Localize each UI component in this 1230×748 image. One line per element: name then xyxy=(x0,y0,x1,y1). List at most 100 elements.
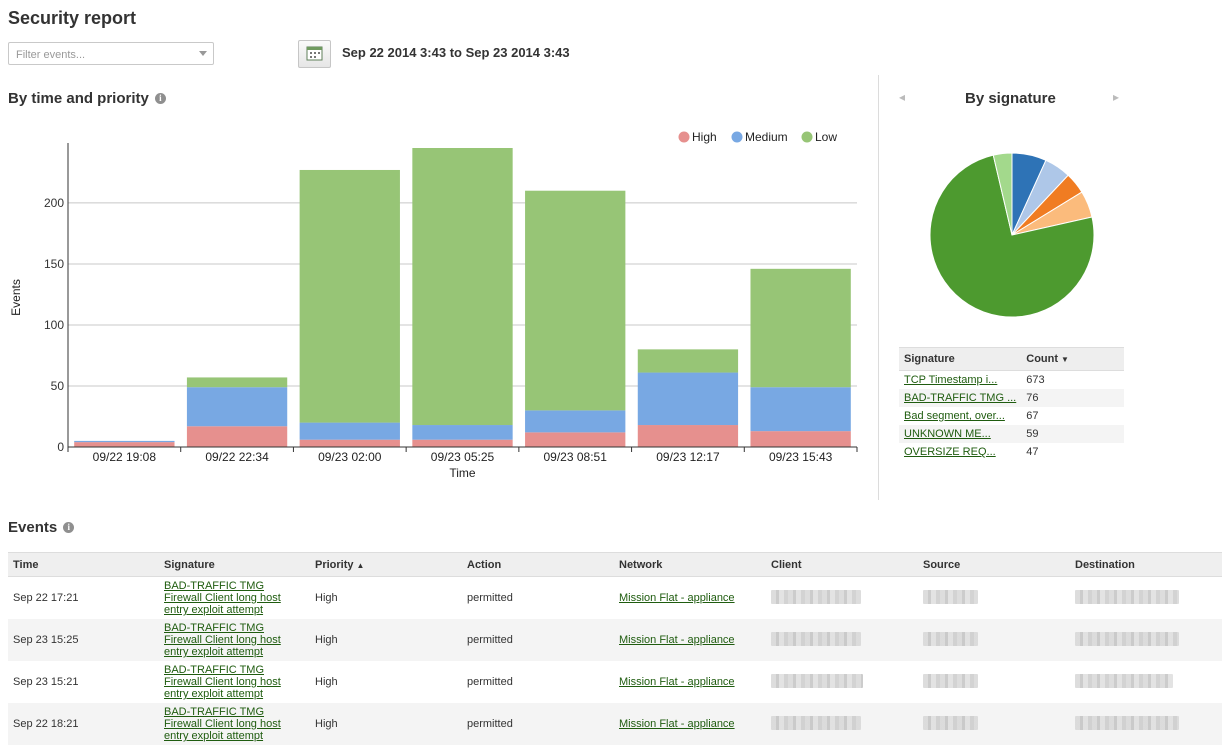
priority-cell: High xyxy=(310,619,462,661)
sort-desc-icon: ▼ xyxy=(1061,355,1069,364)
table-row: OVERSIZE REQ... 47 xyxy=(899,443,1124,461)
legend-swatch xyxy=(731,131,743,143)
date-picker-button[interactable] xyxy=(298,40,331,68)
signature-link[interactable]: Bad segment, over... xyxy=(904,410,1005,422)
redacted-source xyxy=(923,673,978,688)
table-row: BAD-TRAFFIC TMG ... 76 xyxy=(899,389,1124,407)
legend-label: Low xyxy=(815,130,837,144)
bar-medium xyxy=(299,422,400,440)
pie-slice[interactable] xyxy=(992,152,1013,236)
pie-slice[interactable] xyxy=(929,154,1095,318)
table-row: TCP Timestamp i... 673 xyxy=(899,371,1124,390)
redacted-destination xyxy=(1075,589,1179,604)
redacted-destination xyxy=(1075,631,1179,646)
bar-medium xyxy=(525,410,626,433)
bar-high xyxy=(750,431,851,447)
redacted-source xyxy=(923,589,978,604)
y-tick-label: 50 xyxy=(51,379,65,393)
col-destination[interactable]: Destination xyxy=(1070,552,1222,577)
redacted-source xyxy=(923,631,978,646)
signature-link[interactable]: BAD-TRAFFIC TMG Firewall Client long host… xyxy=(164,664,281,700)
count-cell: 76 xyxy=(1021,389,1124,407)
count-cell: 67 xyxy=(1026,410,1039,422)
calendar-icon xyxy=(306,46,323,61)
events-title: Events xyxy=(8,519,58,536)
x-tick-label: 09/23 02:00 xyxy=(318,450,382,464)
bar-high xyxy=(525,432,626,447)
signature-link[interactable]: UNKNOWN ME... xyxy=(904,428,991,440)
signature-link[interactable]: BAD-TRAFFIC TMG ... xyxy=(904,392,1017,404)
col-time[interactable]: Time xyxy=(8,552,159,577)
page-title: Security report xyxy=(8,8,137,28)
col-source[interactable]: Source xyxy=(918,552,1070,577)
time-cell: Sep 23 15:25 xyxy=(8,619,159,661)
table-row: UNKNOWN ME... 59 xyxy=(899,425,1124,443)
action-cell: permitted xyxy=(467,676,513,688)
chevron-down-icon[interactable] xyxy=(199,51,207,56)
col-client[interactable]: Client xyxy=(766,552,918,577)
x-tick-label: 09/22 19:08 xyxy=(93,450,157,464)
redacted-client xyxy=(771,631,861,646)
info-icon[interactable]: i xyxy=(63,522,75,533)
col-action[interactable]: Action xyxy=(462,552,614,577)
col-priority[interactable]: Priority ▲ xyxy=(310,552,462,577)
col-signature[interactable]: Signature xyxy=(159,552,310,577)
table-row: Sep 22 18:21 BAD-TRAFFIC TMG Firewall Cli… xyxy=(8,703,1222,745)
events-heading: Events i xyxy=(8,519,75,536)
prev-chart-arrow-icon[interactable]: ◂ xyxy=(899,90,906,104)
bar-medium xyxy=(412,425,513,440)
signature-link[interactable]: BAD-TRAFFIC TMG Firewall Client long host… xyxy=(164,622,281,658)
signature-pie-chart xyxy=(929,152,1095,318)
signature-link[interactable]: BAD-TRAFFIC TMG Firewall Client long host… xyxy=(164,706,281,742)
signature-link[interactable]: OVERSIZE REQ... xyxy=(904,446,996,458)
legend-label: Medium xyxy=(745,130,788,144)
redacted-destination xyxy=(1075,673,1173,688)
bar-medium xyxy=(74,440,175,443)
redacted-client xyxy=(771,715,861,730)
redacted-client xyxy=(771,673,863,688)
signature-chart-title: By signature xyxy=(965,90,1056,107)
count-cell: 47 xyxy=(1026,446,1039,458)
network-link[interactable]: Mission Flat - appliance xyxy=(619,676,735,688)
signature-table: Signature Count ▼ TCP Timestamp i... 673 … xyxy=(899,347,1124,461)
signature-link[interactable]: BAD-TRAFFIC TMG Firewall Client long host… xyxy=(164,580,281,616)
next-chart-arrow-icon[interactable]: ▸ xyxy=(1113,90,1120,104)
network-link[interactable]: Mission Flat - appliance xyxy=(619,592,735,604)
chart-axes: 0 50 100 150 200 09/22 19:08 09/22 22:34 09/23 … xyxy=(9,143,858,480)
col-signature[interactable]: Signature xyxy=(899,347,1022,371)
y-tick-label: 0 xyxy=(57,440,64,454)
events-table: Time Signature Priority ▲ Action Network … xyxy=(8,552,1222,745)
time-chart-heading: By time and priority i xyxy=(8,90,166,107)
pie-slices xyxy=(929,152,1095,318)
table-row: Sep 23 15:21 BAD-TRAFFIC TMG Firewall Cli… xyxy=(8,661,1222,703)
count-cell: 59 xyxy=(1021,425,1124,443)
action-cell: permitted xyxy=(462,703,614,745)
x-axis-label: Time xyxy=(449,466,476,480)
count-cell: 673 xyxy=(1026,374,1045,386)
x-tick-label: 09/23 05:25 xyxy=(431,450,495,464)
bar-high xyxy=(637,425,739,447)
action-cell: permitted xyxy=(462,619,614,661)
bar-high xyxy=(299,439,400,447)
bar-high xyxy=(412,439,513,447)
redacted-destination xyxy=(1075,715,1179,730)
network-link[interactable]: Mission Flat - appliance xyxy=(619,634,735,646)
x-tick-label: 09/23 08:51 xyxy=(544,450,608,464)
bar-low xyxy=(750,268,851,388)
priority-cell: High xyxy=(310,703,462,745)
bar-low xyxy=(525,190,626,411)
info-icon[interactable]: i xyxy=(154,93,166,104)
signature-link[interactable]: TCP Timestamp i... xyxy=(904,374,998,386)
col-network[interactable]: Network xyxy=(614,552,766,577)
redacted-source xyxy=(923,715,978,730)
table-row: Bad segment, over... 67 xyxy=(899,407,1124,425)
filter-events-dropdown[interactable] xyxy=(8,42,214,66)
col-count[interactable]: Count ▼ xyxy=(1021,347,1124,371)
bar-high xyxy=(186,426,288,447)
time-cell: Sep 23 15:21 xyxy=(13,676,79,688)
bar-low xyxy=(637,349,739,373)
legend-label: High xyxy=(692,130,717,144)
network-link[interactable]: Mission Flat - appliance xyxy=(619,718,735,730)
filter-events-input[interactable] xyxy=(14,44,198,66)
redacted-client xyxy=(771,589,861,604)
